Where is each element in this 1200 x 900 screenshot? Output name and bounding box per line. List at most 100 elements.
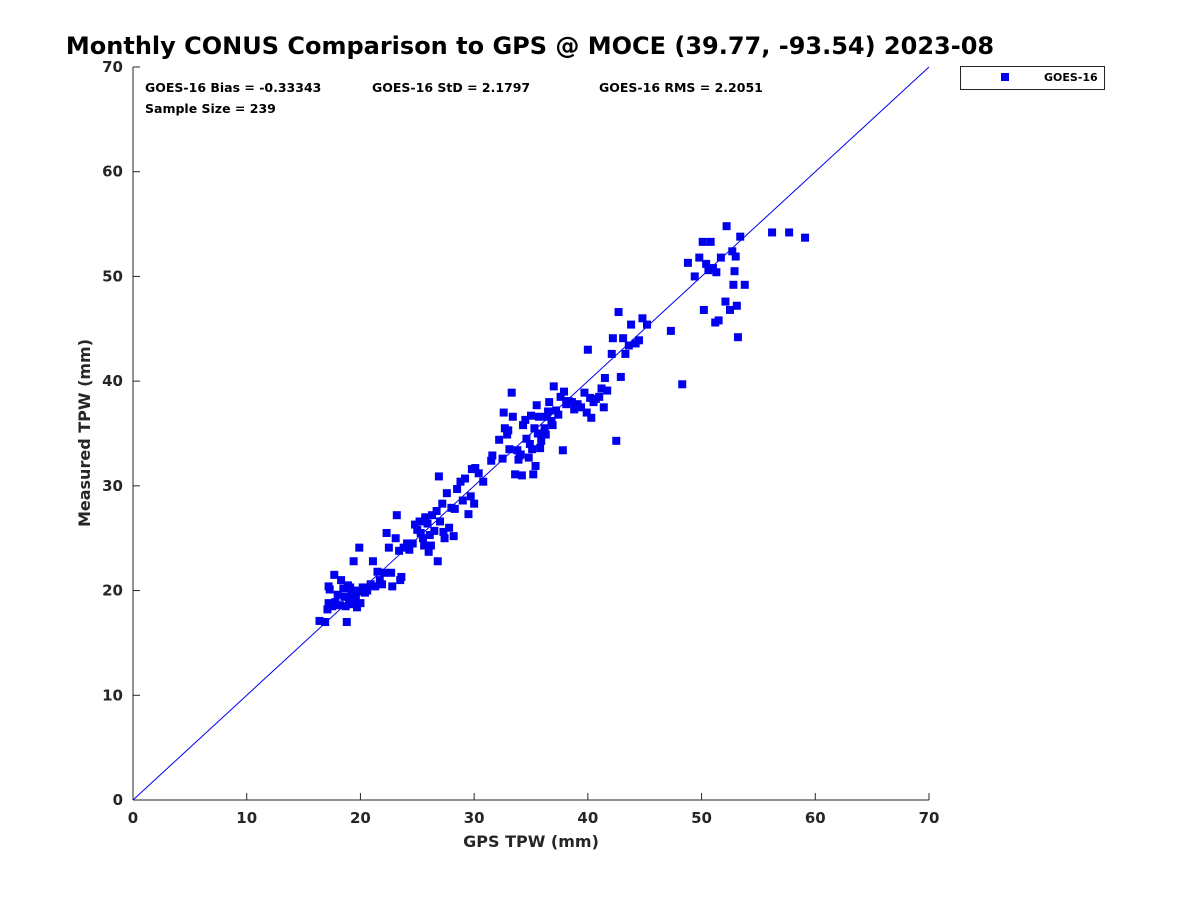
data-point [642,320,651,329]
y-tick-label: 60 [102,163,123,181]
data-point [600,374,609,383]
x-tick-label: 60 [805,809,826,827]
data-point [333,590,342,599]
data-point [525,439,534,448]
data-point [424,547,433,556]
data-point [423,519,432,528]
data-point [324,582,333,591]
data-point [740,280,749,289]
chart-title: Monthly CONUS Comparison to GPS @ MOCE (… [66,32,994,60]
data-point [471,464,480,473]
x-tick-label: 20 [350,809,371,827]
data-point [552,406,561,415]
data-point [433,557,442,566]
data-point [638,314,647,323]
data-point [321,617,330,626]
data-point [418,534,427,543]
data-point [732,301,741,310]
data-point [513,446,522,455]
legend-box [960,66,1105,90]
data-point [683,258,692,267]
data-point [597,384,606,393]
reference-line [132,66,930,801]
y-tick-label: 10 [102,686,123,704]
data-point [567,398,576,407]
data-point [706,237,715,246]
data-point [532,401,541,410]
data-point [391,534,400,543]
x-tick-label: 50 [691,809,712,827]
data-point [721,297,730,306]
x-tick-label: 0 [128,809,138,827]
data-point [583,345,592,354]
data-points [315,222,810,626]
data-point [392,511,401,520]
data-point [702,259,711,268]
data-point [530,424,539,433]
data-point [524,453,533,462]
data-point [342,617,351,626]
data-point [534,412,543,421]
data-point [616,372,625,381]
data-point [351,594,360,603]
data-point [358,583,367,592]
x-tick-label: 40 [577,809,598,827]
data-point [470,499,479,508]
data-point [708,264,717,273]
data-point [495,435,504,444]
data-point [627,320,636,329]
tick-labels: 0 10 20 30 40 50 60 70 0 10 20 30 40 50 60 70 [102,58,939,827]
data-point [533,429,542,438]
data-point [690,272,699,281]
data-point [415,517,424,526]
data-point [607,349,616,358]
data-point [619,334,628,343]
data-point [522,434,531,443]
data-point [624,341,633,350]
data-point [695,253,704,262]
data-point [353,603,362,612]
data-point [542,412,551,421]
data-point [531,461,540,470]
data-point [728,247,737,256]
data-point [768,228,777,237]
data-point [595,392,604,401]
data-point [722,222,731,231]
data-point [516,450,525,459]
data-point [736,232,745,241]
data-point [586,393,595,402]
data-point [577,403,586,412]
y-tick-label: 0 [113,791,123,809]
data-point [466,492,475,501]
one-to-one-line [132,66,930,801]
data-point [378,580,387,589]
data-point [340,592,349,601]
data-point [399,543,408,552]
stat-sample-size: Sample Size = 239 [145,101,276,116]
data-point [612,436,621,445]
data-point [587,413,596,422]
data-point [635,336,644,345]
stat-bias: GOES-16 Bias = -0.33343 [145,80,321,95]
data-point [704,266,713,275]
data-point [337,576,346,585]
data-point [666,326,675,335]
data-point [371,582,380,591]
data-point [614,308,623,317]
data-point [445,523,454,532]
y-axis-label: Measured TPW (mm) [75,339,94,527]
data-point [540,424,549,433]
data-point [785,228,794,237]
data-point [366,580,375,589]
data-point [432,506,441,515]
data-point [716,253,725,262]
data-point [453,484,462,493]
data-point [341,602,350,611]
data-point [397,572,406,581]
data-point [439,527,448,536]
data-point [507,388,516,397]
data-point [464,510,473,519]
data-point [421,513,430,522]
legend-label: GOES-16 [1044,71,1098,84]
